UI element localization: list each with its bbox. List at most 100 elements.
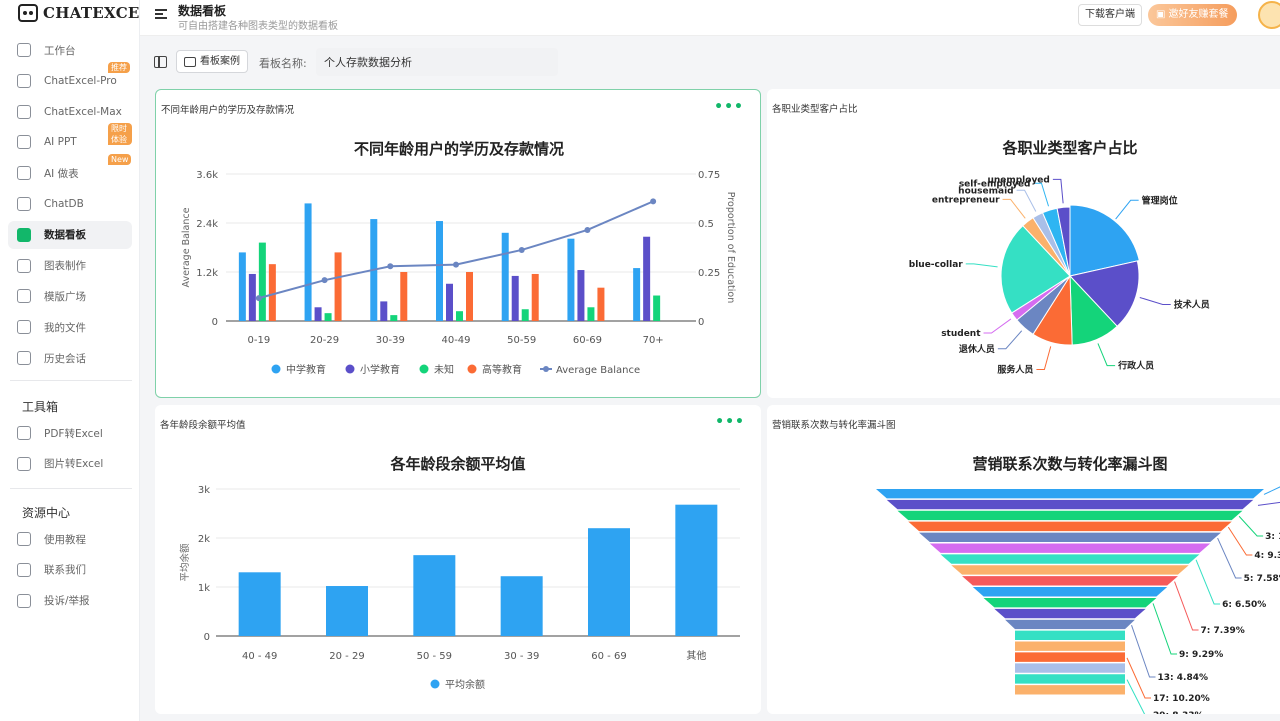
book-icon (17, 320, 31, 335)
sidebar-item-3[interactable]: ChatExcel-Max (8, 98, 132, 126)
tutorial-icon (17, 532, 31, 546)
sidebar-divider (10, 380, 132, 381)
funnel-leader-line (1238, 515, 1264, 537)
sidebar-item-3[interactable]: 投诉/举报 (8, 587, 132, 615)
card-header: 各职业类型客户占比 (772, 104, 858, 115)
report-icon (17, 593, 31, 608)
sidebar-item-6[interactable]: ChatDB (8, 190, 132, 218)
more-options-icon[interactable]: ••• (714, 99, 744, 115)
chart-card-age-balance[interactable]: 各年龄段余额平均值 ••• 各年龄段余额平均值 0 1k 2k 3k 平均余额 40 - 4… (155, 405, 761, 714)
bar-30 - 39 (500, 576, 543, 636)
chart-card-occupation[interactable]: 各职业类型客户占比 各职业类型客户占比 管理岗位 技术人员 行政人员 服务人员 退休人员 s… (767, 89, 1280, 398)
dashboard-case-button[interactable]: 看板案例 (176, 50, 248, 73)
pie-leader-line (983, 318, 1012, 334)
chart-card-education-balance[interactable]: 不同年龄用户的学历及存款情况 ••• 不同年龄用户的学历及存款情况 0 1.2k 2.… (155, 89, 761, 398)
sidebar-badge: New (108, 154, 132, 166)
panel-toggle-icon[interactable] (154, 56, 167, 68)
y2-tick-label: 0.25 (698, 268, 720, 279)
top-bar: 数据看板 可自由搭建各种图表类型的数据看板 下载客户端 ▣ 邀好友赚套餐 (140, 0, 1280, 36)
line-point (584, 226, 591, 233)
logo-icon (18, 4, 38, 22)
pie-slice-unemployed (1056, 206, 1071, 277)
more-options-icon[interactable]: ••• (715, 414, 745, 430)
bar-中学教育 (436, 221, 443, 321)
sidebar-item-11[interactable]: 历史会话 (8, 344, 132, 372)
legend-label: 中学教育 (286, 363, 326, 376)
line-point (255, 295, 262, 302)
avatar[interactable] (1258, 1, 1280, 29)
chart-education-balance: 不同年龄用户的学历及存款情况 0 1.2k 2.4k 3.6k 0 0.25 0.5 0.75 A… (181, 140, 736, 376)
invite-friends-button[interactable]: ▣ 邀好友赚套餐 (1148, 4, 1238, 26)
funnel-segment (940, 554, 1200, 564)
funnel-segment (983, 597, 1157, 608)
download-client-button[interactable]: 下载客户端 (1078, 4, 1142, 26)
funnel-segment (886, 499, 1254, 510)
bar-小学教育 (643, 236, 651, 321)
sidebar-item-4[interactable]: AI PPT 限时体验 (8, 123, 132, 156)
y-tick-label: 0 (212, 317, 218, 328)
sidebar-item-label: 投诉/举报 (44, 595, 90, 608)
bar-20 - 29 (326, 586, 368, 636)
bar-中学教育 (501, 232, 509, 321)
line-point (518, 246, 525, 253)
pie-label: blue-collar (909, 260, 964, 270)
bar-50 - 59 (413, 555, 456, 636)
dashboard-name-input[interactable] (316, 48, 558, 76)
sidebar-item-2[interactable]: ChatExcel-Pro 推荐 (8, 61, 132, 95)
sidebar-item-1[interactable]: 使用教程 (8, 525, 132, 553)
sidebar-badge: 推荐 (108, 61, 130, 73)
funnel-label: 29: 8.33% (1153, 711, 1203, 714)
funnel-segment (1005, 619, 1135, 630)
sidebar-item-8[interactable]: 图表制作 (8, 252, 132, 280)
line-point (321, 277, 328, 284)
funnel-label: 4: 9.35 (1254, 551, 1280, 561)
sidebar-item-2[interactable]: 图片转Excel (8, 450, 132, 478)
funnel-label: 9: 9.29% (1179, 650, 1223, 660)
app-logo[interactable]: CHATEXCEL (18, 4, 151, 22)
pie-label: student (941, 329, 981, 339)
template-icon (17, 289, 31, 304)
bar-小学教育 (314, 307, 322, 321)
pie-slice-管理岗位 (1069, 204, 1140, 277)
menu-icon[interactable] (155, 9, 167, 20)
funnel-leader-line (1131, 625, 1156, 678)
home-icon (17, 43, 31, 57)
legend-marker (543, 366, 549, 372)
funnel-label: 17: 10.20% (1153, 694, 1210, 704)
pie-leader-line (1002, 198, 1026, 219)
bar-中学教育 (304, 203, 312, 321)
funnel-segment (1015, 685, 1125, 695)
sidebar-item-1[interactable]: PDF转Excel (8, 419, 132, 447)
funnel-label: 3: 1 (1265, 532, 1280, 542)
funnel-label: 6: 6.50% (1222, 600, 1266, 610)
bar-中学教育 (633, 268, 641, 321)
pie-label: 服务人员 (997, 364, 1033, 376)
legend-marker (419, 364, 429, 374)
bar-中学教育 (567, 238, 575, 321)
chart-card-funnel[interactable]: 营销联系次数与转化率漏斗图 营销联系次数与转化率漏斗图 3: 1 4: 9.35 5:… (767, 405, 1280, 714)
x-tick-label: 60-69 (573, 335, 602, 346)
funnel-segment (972, 587, 1168, 597)
sidebar-item-2[interactable]: 联系我们 (8, 556, 132, 584)
legend-label: 平均余额 (445, 678, 485, 691)
x-tick-label: 50 - 59 (417, 651, 452, 662)
funnel-segment (929, 543, 1211, 553)
funnel-segment (1015, 663, 1125, 673)
chart-title: 各年龄段余额平均值 (389, 455, 525, 473)
sidebar-item-5[interactable]: AI 做表 New (8, 154, 132, 187)
funnel-leader-line (1217, 537, 1242, 579)
funnel-leader-line (1263, 486, 1280, 495)
sidebar-item-9[interactable]: 模版广场 (8, 282, 132, 310)
pie-label: 管理岗位 (1142, 194, 1178, 206)
sidebar-item-10[interactable]: 我的文件 (8, 313, 132, 341)
logo-text: CHATEXCEL (43, 4, 151, 22)
sidebar-item-7[interactable]: 数据看板 (8, 220, 132, 249)
funnel-segment (1015, 641, 1125, 651)
pie-label: unemployed (987, 175, 1049, 185)
y-tick-label: 0 (204, 632, 210, 643)
funnel-segment (876, 489, 1264, 499)
pie-leader-line (1036, 346, 1052, 371)
pie-leader-line (1033, 182, 1050, 207)
bar-高等教育 (466, 272, 473, 321)
sidebar-item-1[interactable]: 工作台 (8, 36, 132, 64)
